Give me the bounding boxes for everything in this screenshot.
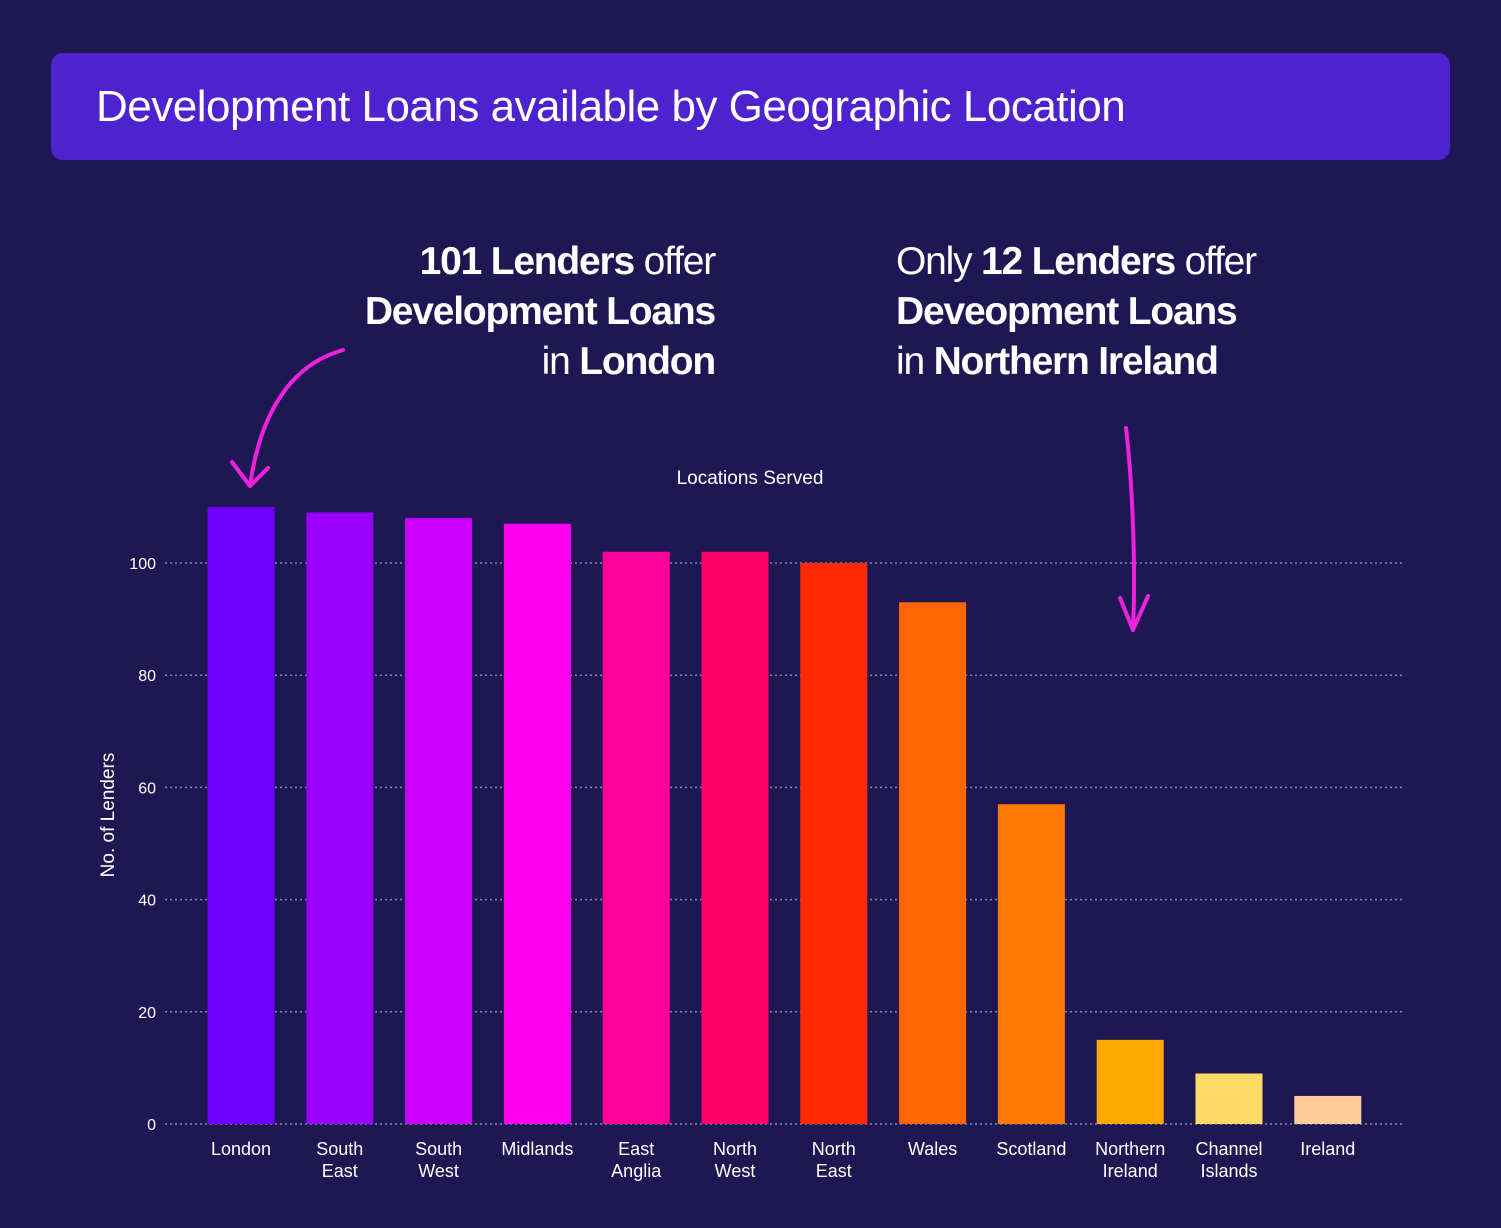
callout-ni-offer: offer — [1174, 240, 1258, 283]
callout-ni-line3: in Northern Ireland — [896, 337, 1256, 387]
arrow-london-shaft — [248, 348, 345, 488]
y-tick-label: 20 — [138, 1005, 156, 1022]
chart-title: Locations Served — [677, 468, 824, 489]
callout-london-line2: Development Loans — [364, 287, 716, 337]
y-tick-label: 80 — [138, 668, 156, 685]
x-category-label: South East — [316, 1139, 363, 1181]
callout-ni-product: Deveopment Loans — [896, 290, 1238, 333]
callout-london-count: 101 Lenders — [419, 240, 636, 283]
callout-london: 101 Lenders offer Development Loans in L… — [364, 237, 717, 387]
x-category-label: East Anglia — [611, 1139, 662, 1181]
bar — [405, 518, 473, 1124]
y-axis-title: No. of Lenders — [98, 753, 119, 878]
bar — [306, 512, 374, 1124]
bar — [503, 523, 571, 1124]
bar — [899, 602, 967, 1124]
y-tick-label: 100 — [129, 556, 156, 573]
bar — [1195, 1073, 1263, 1124]
bar — [997, 804, 1065, 1124]
callout-london-location: London — [579, 340, 716, 383]
bar — [800, 563, 868, 1124]
x-category-label: Ireland — [1300, 1139, 1355, 1159]
x-category-label: Midlands — [501, 1139, 573, 1159]
x-category-labels: London South East South West Midlands East Angl… — [211, 1139, 1355, 1181]
callout-ni-line2: Deveopment Loans — [896, 287, 1256, 337]
x-category-label: South West — [415, 1139, 462, 1181]
callout-ni-line1: Only 12 Lenders offer — [896, 237, 1258, 287]
bar — [1096, 1039, 1164, 1124]
callout-northern-ireland: Only 12 Lenders offer Deveopment Loans i… — [896, 237, 1258, 387]
x-category-label: Channel Islands — [1195, 1139, 1262, 1181]
x-category-label: Scotland — [996, 1139, 1066, 1159]
bar — [602, 551, 670, 1124]
y-tick-label: 0 — [147, 1117, 156, 1134]
arrow-london — [230, 348, 345, 488]
arrow-northern-ireland — [1118, 426, 1150, 632]
page-title: Development Loans available by Geographi… — [96, 81, 1126, 131]
callout-london-in: in — [541, 340, 580, 383]
arrow-ni-head — [1118, 594, 1150, 632]
bar — [1294, 1095, 1362, 1124]
callout-ni-location: Northern Ireland — [933, 340, 1219, 383]
y-tick-label: 40 — [138, 893, 156, 910]
y-tick-label: 60 — [138, 780, 156, 797]
x-category-label: North East — [812, 1139, 856, 1181]
arrow-ni-shaft — [1124, 426, 1137, 632]
callout-london-product: Development Loans — [364, 290, 716, 333]
x-category-label: Northern Ireland — [1095, 1139, 1165, 1181]
x-category-label: North West — [713, 1139, 757, 1181]
x-category-label: Wales — [908, 1139, 957, 1159]
arrow-london-head — [230, 460, 270, 488]
bar — [701, 551, 769, 1124]
callout-ni-only: Only — [896, 240, 982, 283]
bars — [207, 506, 1362, 1124]
callout-ni-in: in — [896, 340, 934, 383]
callout-london-line3: in London — [365, 337, 717, 387]
bar — [207, 506, 275, 1124]
x-category-label: London — [211, 1139, 271, 1159]
callout-ni-count: 12 Lenders — [981, 240, 1176, 283]
title-banner: Development Loans available by Geographi… — [51, 53, 1450, 160]
callout-london-line1: 101 Lenders offer — [365, 237, 717, 287]
callout-london-offer: offer — [634, 240, 717, 283]
y-tick-labels: 0 20 40 60 80 100 — [129, 556, 156, 1134]
